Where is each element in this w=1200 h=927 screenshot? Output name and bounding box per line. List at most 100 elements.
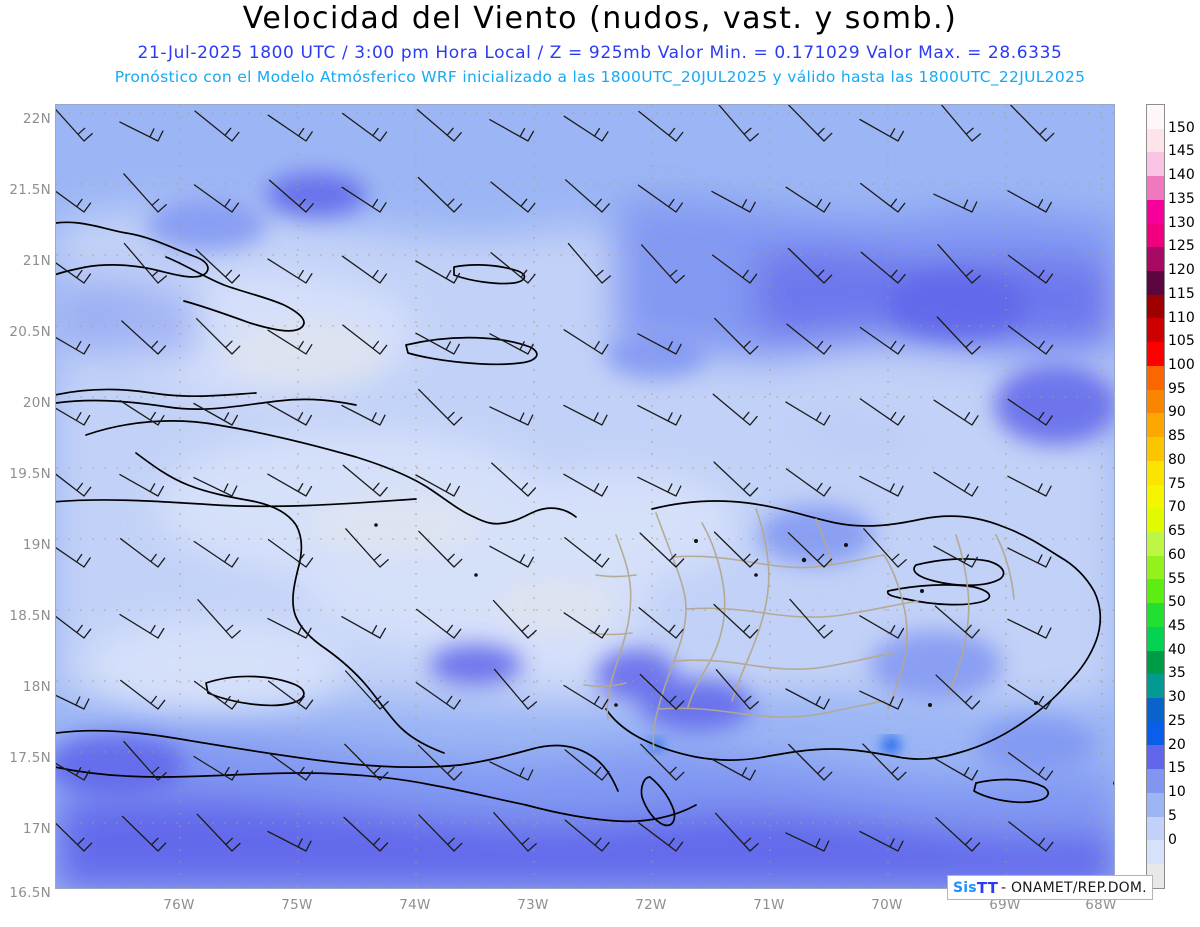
wind-barb xyxy=(123,242,168,284)
wind-barb xyxy=(416,608,462,639)
wind-barb xyxy=(789,598,833,639)
lon-label: 72W xyxy=(635,897,667,913)
wind-barb xyxy=(268,179,314,213)
colorbar-segment xyxy=(1147,247,1164,272)
wind-barb xyxy=(193,476,238,497)
wind-barb xyxy=(267,752,314,781)
wind-barb xyxy=(56,262,92,284)
wind-barb xyxy=(415,332,460,355)
wind-barb xyxy=(715,669,759,710)
wind-barb xyxy=(637,404,682,426)
wind-barb xyxy=(341,112,388,142)
wind-barb xyxy=(563,115,609,142)
wind-barb xyxy=(785,832,830,852)
logo-sis-text: Sis xyxy=(953,879,977,896)
wind-barb xyxy=(342,324,388,355)
colorbar-segment xyxy=(1147,152,1164,177)
wind-barb xyxy=(56,694,90,710)
colorbar-tick-label: 25 xyxy=(1168,712,1186,729)
wind-barb xyxy=(785,688,830,710)
colorbar-segment xyxy=(1147,531,1164,556)
wind-barb xyxy=(859,118,905,142)
wind-barb xyxy=(859,615,905,639)
wind-barb xyxy=(121,815,167,852)
lat-label: 19.5N xyxy=(9,466,51,482)
colorbar-segment xyxy=(1147,484,1164,509)
wind-barb xyxy=(862,743,907,781)
wind-barb xyxy=(641,244,685,284)
colorbar-tick-label: 110 xyxy=(1168,309,1195,326)
lon-label: 75W xyxy=(281,897,313,913)
wind-barb xyxy=(863,528,907,568)
wind-barb xyxy=(639,532,685,568)
wind-barb xyxy=(345,670,389,710)
colorbar-tick-label: 80 xyxy=(1168,451,1186,468)
wind-barb xyxy=(123,740,167,781)
wind-barb xyxy=(712,393,758,426)
wind-barb xyxy=(714,317,759,355)
wind-barb xyxy=(1007,190,1052,213)
colorbar-segment xyxy=(1147,816,1164,841)
colorbar-segment xyxy=(1147,508,1164,532)
wind-barb xyxy=(859,326,905,355)
wind-barb xyxy=(935,817,981,852)
wind-barb xyxy=(563,473,609,497)
colorbar-segment xyxy=(1147,342,1164,366)
wind-barb xyxy=(194,110,240,142)
wind-barb xyxy=(1008,821,1054,852)
wind-barb xyxy=(267,617,312,639)
wind-barb xyxy=(1007,475,1052,497)
wind-barb xyxy=(345,528,389,568)
wind-barb xyxy=(56,190,92,213)
wind-barb xyxy=(1007,684,1053,710)
colorbar-tick-label: 145 xyxy=(1168,143,1195,160)
map-panel[interactable] xyxy=(55,104,1115,889)
wind-barb xyxy=(489,333,534,355)
colorbar-tick-label: 40 xyxy=(1168,641,1186,658)
colorbar-tick-label: 65 xyxy=(1168,523,1186,540)
wind-barb xyxy=(860,251,906,284)
wind-barb xyxy=(785,401,831,426)
logo-pi-icon: TT xyxy=(976,878,999,897)
wind-barb xyxy=(344,743,389,781)
lat-label: 21.5N xyxy=(9,182,51,198)
colorbar-tick-label: 125 xyxy=(1168,238,1195,255)
forecast-meta-line: 21-Jul-2025 1800 UTC / 3:00 pm Hora Loca… xyxy=(137,43,1063,63)
colorbar-tick-label: 10 xyxy=(1168,784,1186,801)
wind-barb xyxy=(940,105,982,142)
lat-label: 17N xyxy=(22,821,51,837)
shading-layer xyxy=(56,105,1114,888)
wind-barb xyxy=(119,473,165,497)
colorbar-segment xyxy=(1147,294,1164,319)
colorbar-segment xyxy=(1147,840,1164,864)
wind-barb xyxy=(267,473,313,497)
wind-barb xyxy=(195,248,241,284)
wind-barb xyxy=(415,474,460,497)
wind-barb xyxy=(56,407,91,426)
wind-barb xyxy=(933,545,978,568)
wind-barb xyxy=(119,538,166,568)
colorbar-tick-label: 70 xyxy=(1168,499,1186,516)
wind-barb xyxy=(785,468,832,497)
wind-barb xyxy=(714,812,759,852)
wind-barb xyxy=(711,758,756,781)
wind-barb xyxy=(56,336,91,355)
colorbar-segment xyxy=(1147,697,1164,722)
wind-barb xyxy=(341,186,387,213)
colorbar-segment xyxy=(1147,176,1164,200)
lat-label: 16.5N xyxy=(9,885,51,901)
wind-barb xyxy=(417,744,463,781)
lon-label: 76W xyxy=(163,897,195,913)
colorbar-tick-labels: 150 145 140 135 130 125 120 115 110 105 100 95 90 85 8… xyxy=(1168,104,1200,887)
colorbar-segment xyxy=(1147,769,1164,793)
wind-barb xyxy=(933,471,979,497)
wind-barb xyxy=(936,316,981,355)
wind-barb xyxy=(1007,254,1054,284)
wind-barb xyxy=(415,260,461,284)
wind-barb xyxy=(489,406,534,426)
model-info-line: Pronóstico con el Modelo Atmósferico WRF… xyxy=(114,68,1086,86)
wind-barb xyxy=(567,242,612,284)
colorbar-tick-label: 105 xyxy=(1168,333,1195,350)
colorbar-segment xyxy=(1147,745,1164,770)
wind-barb xyxy=(640,743,685,781)
